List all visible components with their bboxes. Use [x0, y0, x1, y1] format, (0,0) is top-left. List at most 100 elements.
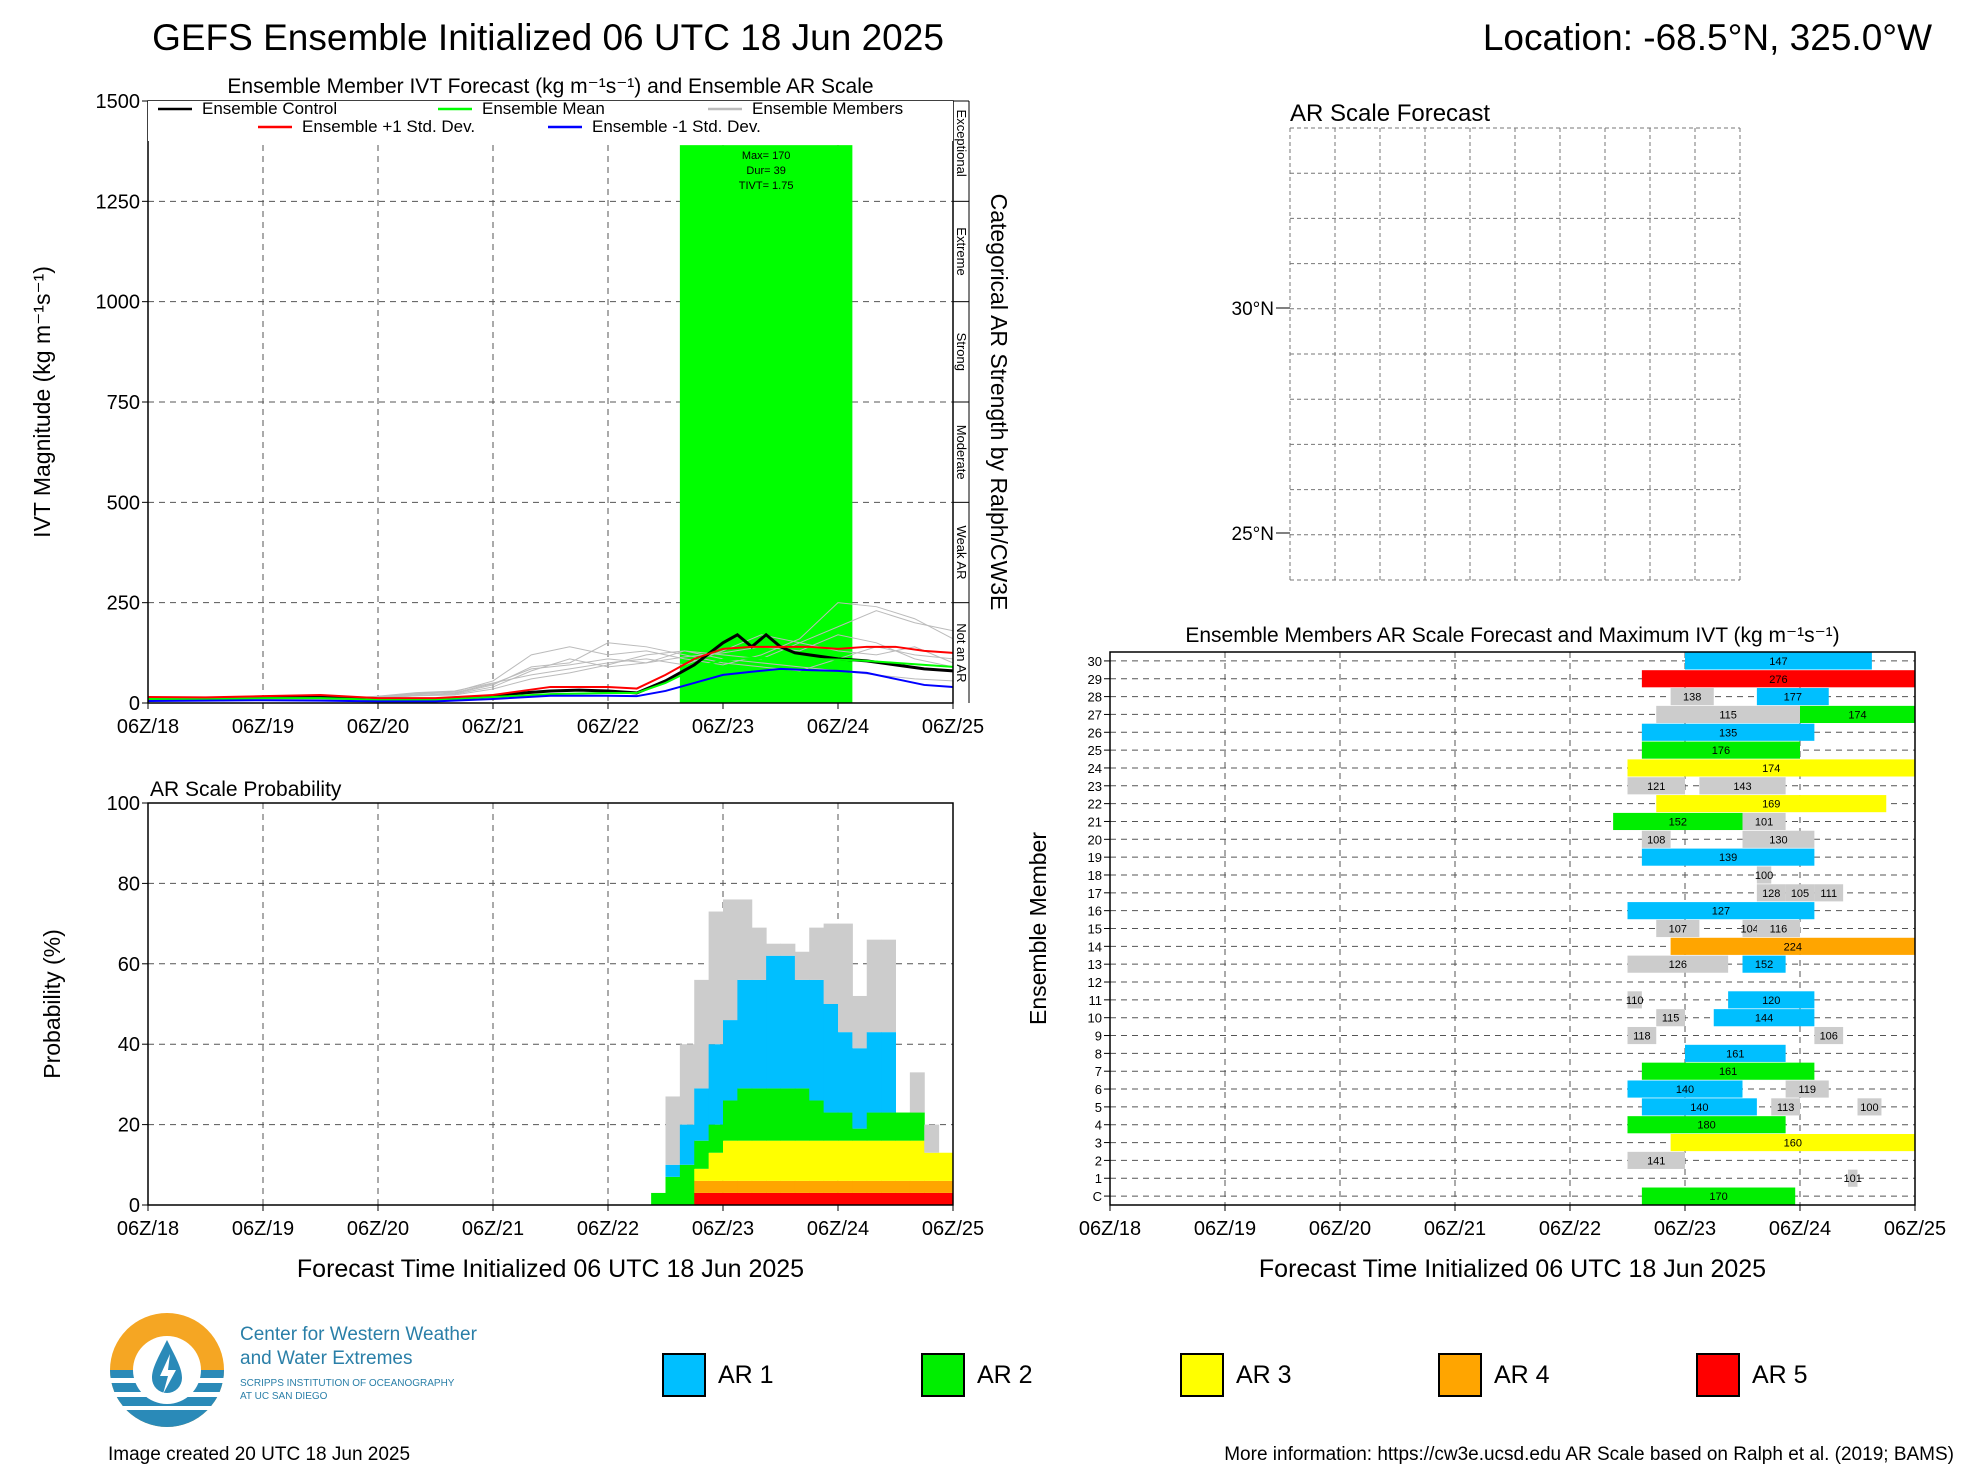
member-max-ivt-label: 130: [1769, 834, 1787, 846]
prob-bar-segment: [665, 1164, 681, 1177]
prob-bar-segment: [794, 1192, 810, 1205]
prob-bar-segment: [766, 943, 781, 956]
member-max-ivt-label: 105: [1791, 888, 1809, 900]
prob-bar-segment: [881, 1180, 896, 1193]
member-ar-bar: [1641, 1062, 1815, 1080]
prob-bar-segment: [737, 979, 753, 1089]
prob-bar-segment: [723, 1180, 738, 1193]
mean-line: [148, 657, 954, 701]
ivt-panel: Max= 170 Dur= 39 TIVT= 1.75 Not an AR Weak A…: [29, 75, 1012, 738]
prob-bar-segment: [838, 923, 853, 1033]
member-ar-bar: [1670, 937, 1915, 955]
prob-bar-segment: [780, 1192, 796, 1205]
prob-bar-segment: [794, 1140, 810, 1181]
prob-bar-segment: [823, 1140, 839, 1181]
map-lat-label: 30°N: [1232, 299, 1274, 320]
member-ar-bar: [1656, 705, 1800, 723]
member-xtick-label: 06Z/20: [1309, 1218, 1371, 1240]
prob-bar-segment: [838, 1140, 853, 1181]
prob-bar-segment: [708, 1192, 724, 1205]
prob-bar-segment: [924, 1180, 940, 1193]
member-ytick-label: 24: [1088, 761, 1102, 776]
member-ytick-label: 3: [1095, 1136, 1102, 1151]
prob-bar-segment: [809, 979, 825, 1101]
ivt-ytick-label: 1500: [96, 91, 141, 113]
prob-bar-segment: [895, 1192, 911, 1205]
prob-xtick-label: 06Z/19: [232, 1218, 294, 1240]
member-ar-bar: [1742, 955, 1786, 973]
member-max-ivt-label: 126: [1669, 959, 1687, 971]
logo-line3: SCRIPPS INSTITUTION OF OCEANOGRAPHY: [240, 1378, 455, 1389]
prob-bar-segment: [794, 1180, 810, 1193]
legend-label: Ensemble Members: [752, 99, 903, 118]
lightning-icon: [160, 1354, 176, 1394]
member-max-ivt-label: 139: [1719, 852, 1737, 864]
member-ar-bar: [1627, 991, 1642, 1009]
member-ytick-label: 14: [1088, 939, 1102, 954]
member-max-ivt-label: 118: [1633, 1031, 1651, 1043]
member-max-ivt-label: 176: [1712, 745, 1730, 757]
member-max-ivt-label: 224: [1784, 941, 1802, 953]
member-max-ivt-label: 177: [1784, 692, 1802, 704]
prob-bar-segment: [852, 1180, 868, 1193]
ivt-title: Ensemble Member IVT Forecast (kg m⁻¹s⁻¹)…: [227, 75, 873, 98]
prob-bar-segment: [780, 955, 796, 1089]
ar-legend-swatch: [1696, 1353, 1740, 1397]
member-ar-bar: [1756, 866, 1772, 884]
member-ytick-label: 22: [1088, 797, 1102, 812]
member-ar-bar: [1814, 884, 1844, 902]
ivt-legend: Ensemble Control Ensemble Mean Ensemble Me…: [148, 99, 953, 141]
member-ytick-label: 15: [1088, 922, 1102, 937]
legend-label: Ensemble Control: [202, 99, 337, 118]
prob-bar-segment: [852, 995, 868, 1049]
member-ar-bar: [1656, 1009, 1685, 1027]
member-max-ivt-label: 138: [1683, 692, 1701, 704]
member-max-ivt-label: 101: [1755, 816, 1773, 828]
member-ytick-label: 28: [1088, 690, 1102, 705]
prob-bar-segment: [852, 1048, 868, 1129]
prob-bar-segment: [679, 1044, 695, 1125]
member-max-ivt-label: 144: [1755, 1013, 1773, 1025]
prob-bar-segment: [723, 1100, 738, 1141]
prob-bar-segment: [866, 1140, 882, 1181]
member-max-ivt-label: 147: [1769, 656, 1787, 668]
prob-bar-segment: [694, 1088, 710, 1141]
prob-bar-segment: [708, 1180, 724, 1193]
member-ar-bar: [1613, 812, 1743, 831]
ar-legend-swatch: [1180, 1353, 1224, 1397]
ivt-xtick-label: 06Z/23: [692, 716, 754, 738]
prob-bar-segment: [679, 1124, 695, 1165]
prob-bar-segment: [751, 1140, 767, 1181]
prob-bar-segment: [723, 1020, 738, 1101]
prob-bar-segment: [694, 1140, 710, 1169]
member-ar-bar: [1857, 1098, 1882, 1116]
member-ar-bar: [1641, 1098, 1757, 1116]
member-ytick-label: 2: [1095, 1153, 1102, 1168]
prob-xtick-label: 06Z/22: [577, 1218, 639, 1240]
prob-bar-segment: [866, 1112, 882, 1141]
location-label: Location: -68.5°N, 325.0°W: [1483, 17, 1932, 58]
ar-legend-swatch: [921, 1353, 965, 1397]
prob-bar-segment: [723, 1192, 738, 1205]
member-ar-bar: [1699, 777, 1786, 795]
member-ytick-label: 17: [1088, 886, 1102, 901]
prob-xtick-label: 06Z/21: [462, 1218, 524, 1240]
cw3e-logo: Center for Western Weather and Water Ext…: [110, 1313, 478, 1427]
ar-stats-annotation: Max= 170: [742, 150, 791, 162]
prob-bar-segment: [823, 1004, 839, 1113]
member-max-ivt-label: 140: [1690, 1102, 1708, 1114]
prob-bar-segment: [881, 1112, 896, 1141]
member-ytick-label: 18: [1088, 868, 1102, 883]
prob-bar-segment: [665, 1176, 681, 1205]
ar-category-label: Weak AR: [954, 526, 969, 580]
ar-category-label: Not an AR: [954, 623, 969, 682]
prob-bar-segment: [881, 1140, 896, 1181]
ar-category-label: Strong: [954, 333, 969, 371]
prob-bar-segment: [823, 1112, 839, 1141]
member-ar-bar: [1742, 812, 1786, 831]
member-max-ivt-label: 115: [1719, 709, 1737, 721]
prob-bar-segment: [751, 927, 767, 980]
prob-bar-segment: [751, 1088, 767, 1141]
ivt-legend-bg: [148, 101, 953, 141]
prob-bar-segment: [924, 1124, 940, 1153]
